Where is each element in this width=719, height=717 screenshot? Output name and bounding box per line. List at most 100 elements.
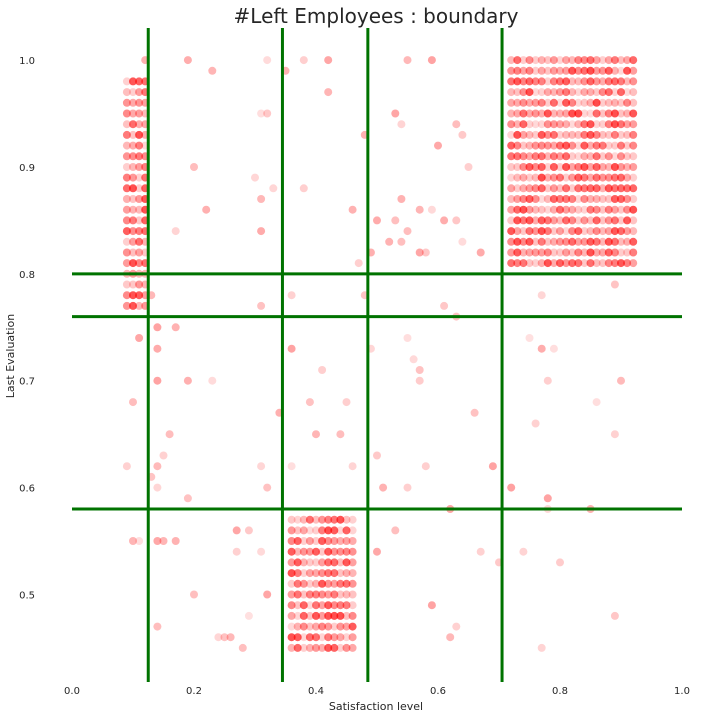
data-point xyxy=(379,483,388,492)
data-point xyxy=(629,216,638,225)
data-point xyxy=(507,141,516,150)
data-point xyxy=(531,77,540,86)
data-point xyxy=(287,526,296,535)
data-point xyxy=(537,152,546,161)
data-point xyxy=(171,537,180,545)
data-point xyxy=(293,590,302,599)
data-point xyxy=(507,109,516,118)
data-point xyxy=(342,558,351,567)
data-point xyxy=(549,66,558,75)
data-point xyxy=(598,248,607,257)
data-point xyxy=(562,152,571,161)
data-point xyxy=(574,195,583,203)
data-point xyxy=(574,109,583,118)
data-point xyxy=(324,590,333,599)
data-point xyxy=(342,611,351,620)
data-point xyxy=(318,515,327,524)
x-tick-label: 0.2 xyxy=(186,686,202,697)
data-point xyxy=(543,173,552,182)
data-point xyxy=(421,248,430,257)
data-point xyxy=(397,237,406,246)
data-point xyxy=(592,227,601,236)
data-point xyxy=(592,130,601,139)
data-point xyxy=(610,77,619,86)
data-point xyxy=(507,66,516,75)
data-point xyxy=(305,643,314,652)
data-point xyxy=(598,88,607,97)
data-point xyxy=(562,173,571,182)
data-point xyxy=(129,537,137,545)
data-point xyxy=(592,205,601,214)
data-point xyxy=(324,643,333,652)
data-point xyxy=(519,205,528,214)
data-point xyxy=(122,248,131,257)
data-point xyxy=(580,216,589,225)
data-point xyxy=(617,109,625,118)
data-point xyxy=(549,88,558,97)
data-point xyxy=(623,66,632,75)
data-point xyxy=(562,248,571,257)
data-point xyxy=(586,109,595,118)
data-point xyxy=(129,120,137,129)
data-point xyxy=(604,141,613,150)
data-point xyxy=(299,579,308,588)
y-tick-label: 0.6 xyxy=(19,484,35,495)
data-point xyxy=(257,109,266,118)
data-point xyxy=(135,184,144,193)
data-point xyxy=(373,216,381,225)
data-point xyxy=(507,152,516,161)
data-point xyxy=(629,163,638,171)
data-point xyxy=(348,558,357,567)
data-point xyxy=(513,109,522,118)
data-point xyxy=(287,547,296,556)
data-point xyxy=(244,611,253,620)
data-point xyxy=(238,643,247,652)
data-point xyxy=(434,141,442,150)
data-point xyxy=(623,120,632,129)
data-point xyxy=(513,98,522,107)
data-point xyxy=(135,216,144,225)
data-point xyxy=(537,184,546,193)
data-point xyxy=(208,376,217,385)
data-point xyxy=(556,205,564,214)
data-point xyxy=(574,120,583,129)
data-point xyxy=(568,237,577,246)
data-point xyxy=(629,173,638,182)
data-point xyxy=(299,184,308,193)
data-point xyxy=(604,152,613,161)
data-point xyxy=(519,259,528,268)
data-point xyxy=(507,195,516,203)
data-point xyxy=(318,590,327,599)
data-point xyxy=(354,259,363,268)
data-point xyxy=(549,205,558,214)
data-point xyxy=(556,56,564,65)
data-point xyxy=(476,547,485,556)
data-point xyxy=(604,259,613,268)
data-point xyxy=(336,611,345,620)
data-point xyxy=(604,56,613,65)
data-point xyxy=(580,248,589,257)
data-point xyxy=(122,130,131,139)
data-point xyxy=(580,195,589,203)
data-point xyxy=(129,152,137,161)
data-point xyxy=(586,141,595,150)
data-point xyxy=(129,301,137,310)
data-point xyxy=(183,376,192,385)
data-point xyxy=(208,66,217,75)
data-point xyxy=(556,66,564,75)
data-point xyxy=(122,184,131,193)
data-point xyxy=(629,120,638,129)
data-point xyxy=(568,152,577,161)
data-point xyxy=(562,56,571,65)
data-point xyxy=(129,195,137,203)
data-point xyxy=(537,237,546,246)
data-point xyxy=(525,195,534,203)
data-point xyxy=(305,526,314,535)
data-point xyxy=(623,130,632,139)
data-point xyxy=(507,98,516,107)
data-points xyxy=(122,56,638,652)
data-point xyxy=(519,163,528,171)
data-point xyxy=(312,633,320,642)
data-point xyxy=(330,569,339,578)
data-point xyxy=(403,334,412,342)
